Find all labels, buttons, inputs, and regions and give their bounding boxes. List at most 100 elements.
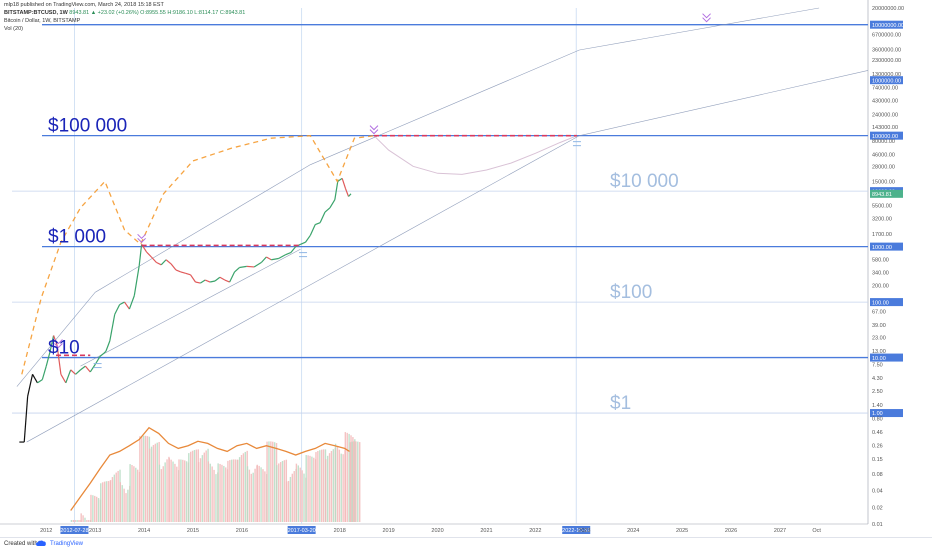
- x-tag-bg-1: [60, 526, 89, 534]
- volume-bar-20-0: [266, 441, 268, 522]
- tradingview-brand[interactable]: TradingView: [50, 541, 84, 547]
- volume-bar-15-1: [219, 463, 221, 522]
- y-tick-label-26: 67.00: [872, 310, 886, 316]
- y-tick-label-36: 0.80: [872, 416, 883, 422]
- y-tick-label-3: 3600000.00: [872, 47, 901, 53]
- price-segment-10: [56, 344, 62, 375]
- volume-bar-3-2: [103, 481, 106, 522]
- volume-bar-1-3: [86, 520, 88, 522]
- volume-bar-7-0: [139, 436, 141, 522]
- volume-bar-6-0: [129, 464, 131, 522]
- price-tag-1: 10000000.00: [872, 23, 904, 29]
- volume-bar-29-0: [349, 442, 351, 522]
- volume-bar-9-2: [162, 466, 164, 522]
- volume-bar-15-3: [223, 465, 225, 522]
- volume-bar-10-3: [174, 463, 176, 522]
- price-tag-21: 1000.00: [872, 245, 892, 251]
- hypothetical-path-line: [373, 135, 578, 175]
- volume-bar-16-3: [232, 459, 235, 522]
- volume-bar-5-1: [121, 485, 123, 522]
- volume-bar-18-2: [250, 473, 252, 522]
- volume-bar-22-2: [289, 476, 292, 522]
- x-tick-label-17: 2027: [774, 528, 786, 534]
- y-tick-label-37: 0.46: [872, 430, 883, 436]
- channel-line-4: [26, 135, 580, 443]
- y-tick-label-7: 740000.00: [872, 85, 898, 91]
- top-chevron-2011-stroke-4: [54, 343, 63, 349]
- volume-bar-11-2: [182, 459, 184, 522]
- price-segment-3: [27, 374, 34, 397]
- symbol: BITSTAMP:BTCUSD, 1W: [4, 10, 68, 16]
- y-tick-label-24: 200.00: [872, 283, 889, 289]
- price-segment-7: [45, 351, 51, 367]
- symbol-line: BITSTAMP:BTCUSD, 1W 8943.81 ▲ +23.02 (+0…: [4, 10, 245, 16]
- price-segment-13: [70, 369, 76, 375]
- x-tick-label-10: 2021: [480, 528, 492, 534]
- y-tick-label-19: 3200.00: [872, 217, 892, 223]
- top-chevron-2011: [54, 339, 63, 349]
- volume-bar-24-2: [309, 455, 311, 522]
- volume-bar-12-2: [191, 450, 194, 522]
- volume-bar-4-0: [109, 480, 112, 522]
- price-segment-35: [170, 263, 177, 271]
- volume-bar-21-4: [283, 460, 286, 522]
- price-segment-36: [175, 269, 181, 273]
- footer-bar: Created with TradingView: [0, 537, 932, 550]
- price-segment-44: [214, 276, 221, 282]
- price-segment-54: [271, 257, 279, 261]
- top-chevron-2013-stroke-4: [137, 237, 146, 244]
- price-segment-49: [239, 265, 247, 269]
- volume-bar-4-3: [115, 472, 117, 522]
- x-tick-label-16: 2026: [725, 528, 737, 534]
- x-tag-6: 2017-03-20: [288, 528, 316, 534]
- y-tick-label-10: 143000.00: [872, 125, 898, 131]
- price-segment-70: [348, 193, 352, 197]
- price-segment-53: [266, 256, 272, 261]
- volume-bar-29-3: [355, 441, 357, 522]
- volume-bar-29-5: [359, 442, 361, 522]
- x-tick-label-4: 2015: [187, 528, 199, 534]
- y-tick-label-18: 5500.00: [872, 204, 892, 210]
- volume-bar-13-1: [199, 458, 202, 522]
- volume-bar-17-0: [237, 459, 239, 522]
- price-segment-55: [278, 253, 287, 260]
- volume-bar-26-3: [330, 450, 333, 522]
- price-segment-26: [128, 295, 135, 310]
- price-segment-8: [49, 335, 55, 352]
- volume-label: Vol (20): [4, 26, 23, 32]
- volume-bar-21-1: [278, 463, 280, 522]
- price-segment-48: [234, 267, 240, 273]
- price-segment-47: [229, 271, 236, 283]
- tradingview-cloud-icon: [36, 540, 46, 546]
- price-segment-15: [80, 365, 86, 371]
- top-chevron-2013-stroke-0: [137, 233, 146, 240]
- volume-bar-16-0: [227, 460, 229, 522]
- y-tick-label-43: 0.01: [872, 522, 883, 528]
- price-tag-bg-1: [870, 20, 903, 29]
- volume-bar-18-4: [254, 468, 256, 522]
- volume-bar-23-1: [297, 465, 300, 522]
- top-chevron-2017-stroke-0: [369, 125, 379, 131]
- y-tick-label-28: 23.00: [872, 335, 886, 341]
- volume-bar-25-4: [322, 449, 325, 522]
- price-segment-27: [133, 265, 140, 296]
- volume-bar-18-0: [246, 466, 249, 522]
- volume-bar-2-2: [94, 495, 96, 522]
- volume-bar-16-4: [234, 459, 237, 522]
- volume-bar-7-1: [141, 435, 143, 522]
- y-tick-label-9: 240000.00: [872, 113, 898, 119]
- created-with-text: Created with: [4, 541, 38, 547]
- volume-bar-17-4: [244, 451, 247, 522]
- volume-bar-8-2: [152, 445, 155, 522]
- price-tag-35: 1.00: [872, 411, 883, 417]
- volume-bar-20-1: [268, 441, 270, 522]
- level-label-5: $1: [610, 393, 631, 414]
- y-tick-label-15: 15000.00: [872, 179, 895, 185]
- price-segment-17: [89, 364, 96, 373]
- publish-line: mlp18 published on TradingView.com, Marc…: [4, 2, 164, 8]
- y-tick-label-39: 0.15: [872, 457, 883, 463]
- volume-bar-17-1: [238, 457, 241, 522]
- price-tag-bg-35: [870, 409, 903, 418]
- volume-bar-0-3: [76, 520, 78, 522]
- price-segment-40: [195, 281, 201, 284]
